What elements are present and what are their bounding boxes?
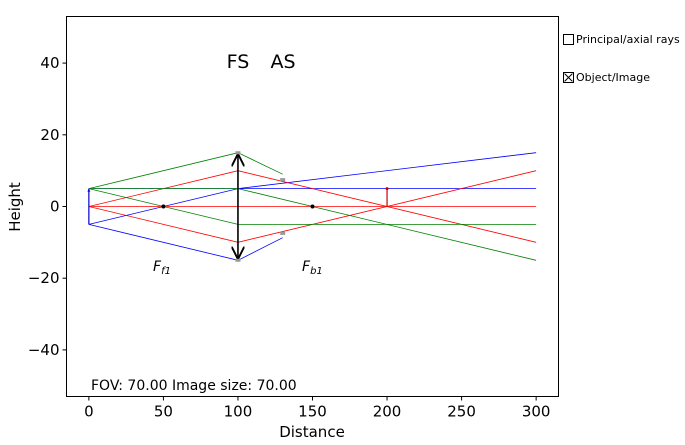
y-tick-label--20: −20 xyxy=(28,269,60,287)
stop-marker-2 xyxy=(280,178,286,182)
stop-marker-1 xyxy=(235,258,241,262)
fov-readout: FOV: 70.00 Image size: 70.00 xyxy=(91,378,297,394)
object-image-checkbox[interactable]: Object/Image xyxy=(563,70,683,84)
principal-rays-checkbox[interactable]: Principal/axial rays xyxy=(563,32,683,46)
x-tick-label-250: 250 xyxy=(447,403,476,421)
optical-elements xyxy=(87,151,389,262)
principal-rays-checkbox-box[interactable] xyxy=(563,33,574,45)
object-arrow-head xyxy=(87,188,91,192)
y-tick-label-40: 40 xyxy=(40,54,59,72)
front-focus-letter: F xyxy=(153,259,162,275)
y-tick-label--40: −40 xyxy=(28,341,60,359)
x-tick-label-50: 50 xyxy=(154,403,173,421)
x-axis-ticks: 0 50 100 150 200 250 300 xyxy=(84,396,551,421)
object-image-checkbox-box[interactable] xyxy=(563,71,574,83)
x-tick-label-100: 100 xyxy=(224,403,253,421)
x-tick-label-300: 300 xyxy=(522,403,551,421)
y-tick-label-0: 0 xyxy=(50,198,60,216)
y-tick-label-20: 20 xyxy=(40,126,59,144)
front-focus-subscript: f1 xyxy=(161,266,171,277)
focal-point-1 xyxy=(310,204,315,209)
y-axis-label: Height xyxy=(6,182,24,232)
image-arrow-tip xyxy=(385,187,389,191)
object-image-checkbox-label: Object/Image xyxy=(576,70,650,84)
x-axis-label: Distance xyxy=(279,423,345,441)
focal-point-0 xyxy=(161,204,166,209)
x-tick-label-150: 150 xyxy=(298,403,327,421)
principal-rays-checkbox-label: Principal/axial rays xyxy=(576,32,680,46)
x-tick-label-200: 200 xyxy=(373,403,402,421)
back-focus-letter: F xyxy=(302,259,311,275)
x-tick-label-0: 0 xyxy=(84,403,94,421)
stop-marker-3 xyxy=(280,231,286,235)
front-focus-label: Ff1 xyxy=(153,259,171,277)
aperture-stop-label: AS xyxy=(270,51,295,73)
back-focus-subscript: b1 xyxy=(310,266,323,277)
y-axis-ticks: −40 −20 0 20 40 xyxy=(28,54,67,359)
back-focus-label: Fb1 xyxy=(302,259,323,277)
stop-marker-0 xyxy=(235,151,241,155)
field-stop-label: FS xyxy=(227,51,250,73)
